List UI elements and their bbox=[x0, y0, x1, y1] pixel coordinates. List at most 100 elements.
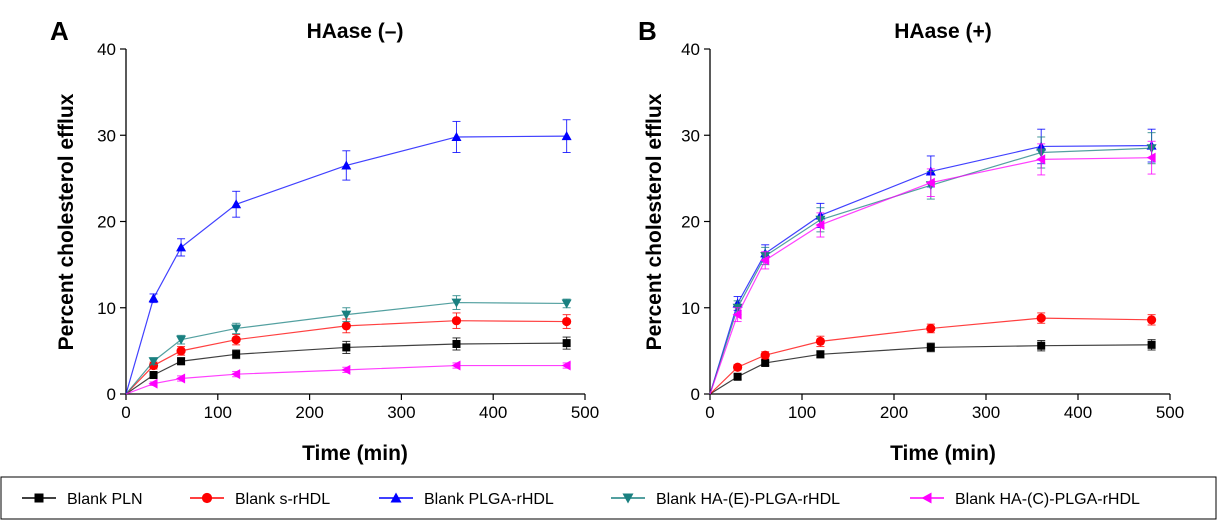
y-tick-label: 10 bbox=[681, 299, 700, 318]
data-point bbox=[341, 310, 352, 320]
x-tick-label: 100 bbox=[788, 403, 816, 422]
data-point bbox=[148, 293, 159, 303]
data-point bbox=[925, 177, 935, 188]
series-blank-ha-e-plga-rhdl bbox=[709, 132, 1157, 395]
panel-a: A HAase (–) Time (min) Percent cholester… bbox=[50, 16, 599, 465]
data-point bbox=[760, 255, 770, 266]
data-point bbox=[451, 316, 462, 326]
y-tick-label: 10 bbox=[97, 299, 116, 318]
data-point bbox=[1036, 154, 1046, 165]
data-point bbox=[815, 336, 826, 346]
data-point bbox=[341, 364, 351, 375]
panel-a-y-axis-title: Percent cholesterol efflux bbox=[55, 93, 78, 350]
y-tick-label: 40 bbox=[97, 40, 116, 59]
x-tick-label: 300 bbox=[972, 403, 1000, 422]
panel-b-x-axis-title: Time (min) bbox=[890, 442, 996, 465]
panel-b-plot-area bbox=[709, 128, 1157, 395]
y-tick-label: 30 bbox=[97, 126, 116, 145]
data-point bbox=[452, 339, 461, 348]
x-tick-label: 400 bbox=[1064, 403, 1092, 422]
data-point bbox=[1037, 341, 1046, 350]
x-tick-label: 100 bbox=[204, 403, 232, 422]
data-point bbox=[232, 350, 241, 359]
series-blank-pln bbox=[125, 336, 571, 395]
series-blank-s-rhdl bbox=[709, 312, 1157, 395]
series-blank-pln bbox=[709, 339, 1156, 395]
y-tick-label: 20 bbox=[681, 213, 700, 232]
legend-marker bbox=[390, 492, 402, 503]
x-tick-label: 300 bbox=[387, 403, 415, 422]
legend-label: Blank PLGA-rHDL bbox=[424, 491, 554, 508]
panel-a-plot-area bbox=[125, 119, 572, 395]
data-point bbox=[176, 346, 186, 356]
panel-a-x-axis-title: Time (min) bbox=[302, 442, 408, 465]
data-point bbox=[176, 242, 187, 252]
panel-b-title: HAase (+) bbox=[894, 20, 991, 43]
legend-label: Blank PLN bbox=[67, 491, 143, 508]
data-point bbox=[732, 309, 742, 320]
data-point bbox=[1147, 340, 1156, 349]
data-point bbox=[926, 343, 935, 352]
data-point bbox=[451, 298, 462, 308]
data-point bbox=[148, 357, 159, 367]
series-blank-ha-c-plga-rhdl bbox=[709, 140, 1156, 395]
legend-entry: Blank HA-(C)-PLGA-rHDL bbox=[910, 491, 1140, 508]
panel-b-ticks: 0 100 200 300 400 500 0 10 20 30 40 bbox=[681, 40, 1184, 422]
x-tick-label: 400 bbox=[479, 403, 507, 422]
data-point bbox=[231, 324, 242, 334]
data-point bbox=[1147, 315, 1157, 325]
panel-a-title: HAase (–) bbox=[307, 20, 404, 43]
data-point bbox=[733, 362, 743, 372]
y-tick-label: 0 bbox=[107, 385, 116, 404]
legend-label: Blank HA-(C)-PLGA-rHDL bbox=[955, 491, 1140, 508]
data-point bbox=[561, 131, 572, 141]
data-point bbox=[1036, 313, 1046, 323]
data-point bbox=[761, 358, 770, 367]
legend-entry: Blank s-rHDL bbox=[190, 491, 330, 508]
data-point bbox=[926, 323, 936, 334]
x-tick-label: 0 bbox=[121, 403, 130, 422]
data-point bbox=[176, 335, 187, 345]
series-blank-ha-e-plga-rhdl bbox=[125, 295, 572, 395]
legend-entry: Blank PLN bbox=[22, 491, 143, 508]
data-point bbox=[733, 372, 742, 381]
legend-marker bbox=[34, 493, 44, 503]
panel-b: B HAase (+) Time (min) Percent cholester… bbox=[638, 16, 1184, 465]
data-point bbox=[1146, 152, 1156, 163]
legend-entry: Blank HA-(E)-PLGA-rHDL bbox=[611, 491, 840, 508]
data-point bbox=[816, 350, 825, 359]
data-point bbox=[561, 360, 571, 371]
legend-marker bbox=[921, 492, 932, 504]
y-tick-label: 0 bbox=[691, 385, 700, 404]
panel-letter-b: B bbox=[638, 16, 657, 46]
panel-a-ticks: 0 100 200 300 400 500 0 10 20 30 40 bbox=[97, 40, 599, 422]
legend-marker bbox=[622, 493, 634, 504]
x-tick-label: 500 bbox=[1156, 403, 1184, 422]
y-tick-label: 30 bbox=[681, 126, 700, 145]
x-tick-label: 200 bbox=[880, 403, 908, 422]
data-point bbox=[231, 369, 241, 380]
data-point bbox=[341, 321, 351, 331]
data-point bbox=[562, 339, 571, 348]
legend-marker bbox=[201, 492, 213, 504]
series-blank-plga-rhdl bbox=[125, 119, 572, 395]
data-point bbox=[561, 299, 572, 309]
data-point bbox=[231, 335, 241, 345]
data-point bbox=[451, 131, 462, 141]
legend-label: Blank s-rHDL bbox=[235, 491, 330, 508]
data-point bbox=[341, 160, 352, 170]
panel-letter-a: A bbox=[50, 16, 69, 46]
data-point bbox=[148, 378, 158, 389]
legend: Blank PLN Blank s-rHDL Blank PLGA-rHDL Blan… bbox=[0, 476, 1217, 520]
data-point bbox=[451, 360, 461, 371]
data-point bbox=[149, 371, 158, 380]
data-point bbox=[342, 343, 351, 352]
data-point bbox=[815, 219, 825, 230]
panel-b-y-axis-title: Percent cholesterol efflux bbox=[643, 93, 666, 350]
legend-entry: Blank PLGA-rHDL bbox=[379, 491, 554, 508]
y-tick-label: 40 bbox=[681, 40, 700, 59]
legend-frame bbox=[0, 476, 1217, 520]
data-point bbox=[760, 350, 770, 360]
x-tick-label: 500 bbox=[571, 403, 599, 422]
